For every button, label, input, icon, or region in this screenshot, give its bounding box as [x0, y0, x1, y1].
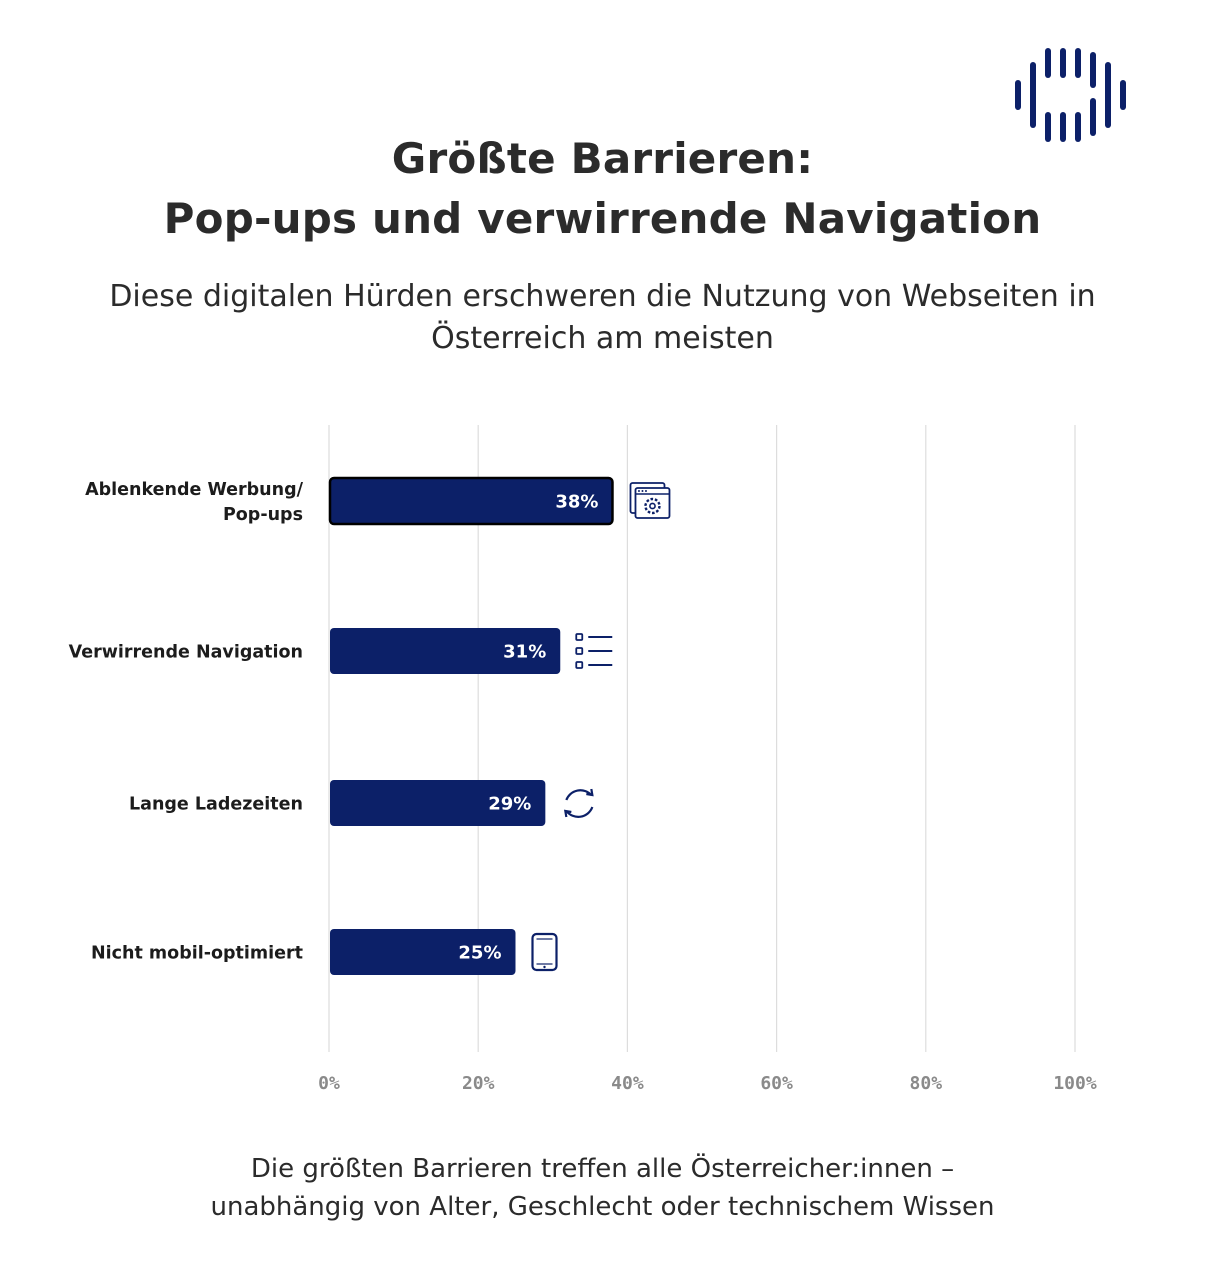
chart-subtitle: Diese digitalen Hürden erschweren die Nu… — [109, 279, 1096, 356]
x-tick-label: 80% — [910, 1073, 943, 1094]
refresh-icon — [564, 788, 594, 818]
category-label: Pop-ups — [223, 505, 303, 525]
category-label: Ablenkende Werbung/ — [85, 480, 304, 500]
footer-line2: unabhängig von Alter, Geschlecht oder te… — [210, 1192, 995, 1222]
x-tick-label: 20% — [462, 1073, 495, 1094]
footer-line1: Die größten Barrieren treffen alle Öster… — [250, 1154, 955, 1184]
brand-logo — [1015, 48, 1126, 142]
bar-value-label: 25% — [458, 943, 501, 964]
list-icon — [575, 633, 613, 669]
category-label: Lange Ladezeiten — [129, 795, 303, 815]
bar-value-label: 31% — [503, 642, 546, 663]
bar — [330, 780, 546, 826]
bar-value-label: 29% — [488, 794, 531, 815]
bar — [330, 929, 516, 975]
x-tick-label: 60% — [760, 1073, 793, 1094]
bar — [328, 476, 614, 526]
chart-footer: Die größten Barrieren treffen alle Öster… — [100, 1150, 1105, 1226]
x-tick-label: 40% — [611, 1073, 644, 1094]
category-label: Verwirrende Navigation — [69, 643, 303, 663]
bar — [330, 628, 561, 674]
mobile-phone-icon — [531, 932, 558, 972]
browser-settings-icon — [629, 482, 671, 519]
chart-title-line1: Größte Barrieren: — [391, 134, 814, 183]
bar-value-label: 38% — [555, 492, 598, 513]
x-tick-label: 100% — [1053, 1073, 1097, 1094]
x-tick-label: 0% — [318, 1073, 340, 1094]
chart-title-line2: Pop-ups und verwirrende Navigation — [163, 194, 1042, 243]
category-label: Nicht mobil-optimiert — [91, 944, 303, 964]
